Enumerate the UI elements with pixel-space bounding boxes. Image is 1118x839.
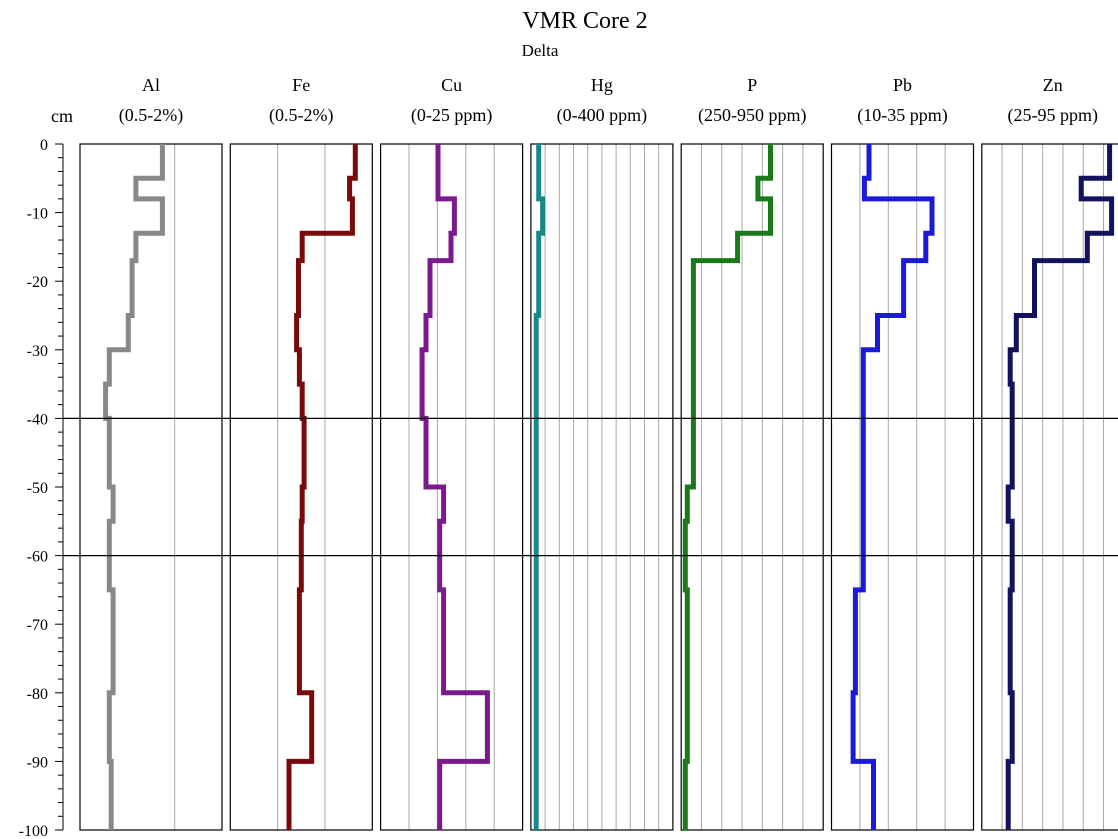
series-line-pb: [850, 144, 935, 830]
y-tick-label: -50: [27, 480, 48, 497]
panel-cu: Cu (0-25 ppm): [380, 75, 524, 831]
element-panels: Al (0.5-2%) Fe (0.5-2%) Cu (0-25 ppm) Hg (0-400…: [79, 75, 1118, 831]
series-line-al: [103, 144, 165, 830]
y-tick-label: -40: [27, 411, 48, 428]
y-tick-label: -70: [27, 617, 48, 634]
reference-lines: [63, 417, 1118, 557]
series-name: Fe: [292, 75, 310, 95]
chart-subtitle: Delta: [522, 41, 559, 60]
series-name: Zn: [1043, 75, 1063, 95]
y-tick-label: -100: [19, 823, 48, 839]
panel-zn: Zn (25-95 ppm): [981, 75, 1118, 831]
series-range-label: (0.5-2%): [269, 105, 333, 126]
series-name: Pb: [893, 75, 912, 95]
series-range-label: (250-950 ppm): [698, 105, 806, 126]
y-tick-label: -20: [27, 274, 48, 291]
panel-frame: [229, 143, 373, 831]
series-name: Cu: [441, 75, 462, 95]
panel-hg: Hg (0-400 ppm): [530, 75, 674, 831]
chart-title: VMR Core 2: [522, 8, 647, 34]
series-line-hg: [533, 144, 546, 830]
series-name: P: [747, 75, 757, 95]
series-name: Al: [142, 75, 160, 95]
series-line-fe: [286, 144, 358, 830]
panel-p: P (250-950 ppm): [680, 75, 824, 831]
panel-pb: Pb (10-35 ppm): [830, 75, 975, 831]
panel-frame: [79, 143, 223, 831]
series-range-label: (0-25 ppm): [411, 105, 492, 126]
y-tick-label: -30: [27, 343, 48, 360]
series-line-p: [682, 144, 773, 830]
panel-frame: [981, 143, 1118, 831]
panel-fe: Fe (0.5-2%): [229, 75, 373, 831]
series-line-cu: [419, 144, 490, 830]
panel-frame: [680, 143, 824, 831]
y-tick-label: -60: [27, 549, 48, 566]
series-range-label: (0.5-2%): [119, 105, 183, 126]
y-tick-label: 0: [40, 137, 48, 154]
series-range-label: (10-35 ppm): [857, 105, 947, 126]
y-tick-label: -80: [27, 686, 48, 703]
y-axis: 0 -10 -20 -30 -40 -50 -60 -70 -80 -90 -100: [19, 137, 64, 839]
y-tick-label: -10: [27, 206, 48, 223]
panel-frame: [530, 143, 674, 831]
series-range-label: (0-400 ppm): [557, 105, 647, 126]
series-line-zn: [1005, 144, 1115, 830]
panel-frame: [830, 143, 975, 831]
panel-frame: [380, 143, 524, 831]
series-range-label: (25-95 ppm): [1008, 105, 1098, 126]
y-axis-label: cm: [51, 106, 73, 126]
panel-al: Al (0.5-2%): [79, 75, 223, 831]
y-tick-label: -90: [27, 754, 48, 771]
series-name: Hg: [591, 75, 613, 95]
